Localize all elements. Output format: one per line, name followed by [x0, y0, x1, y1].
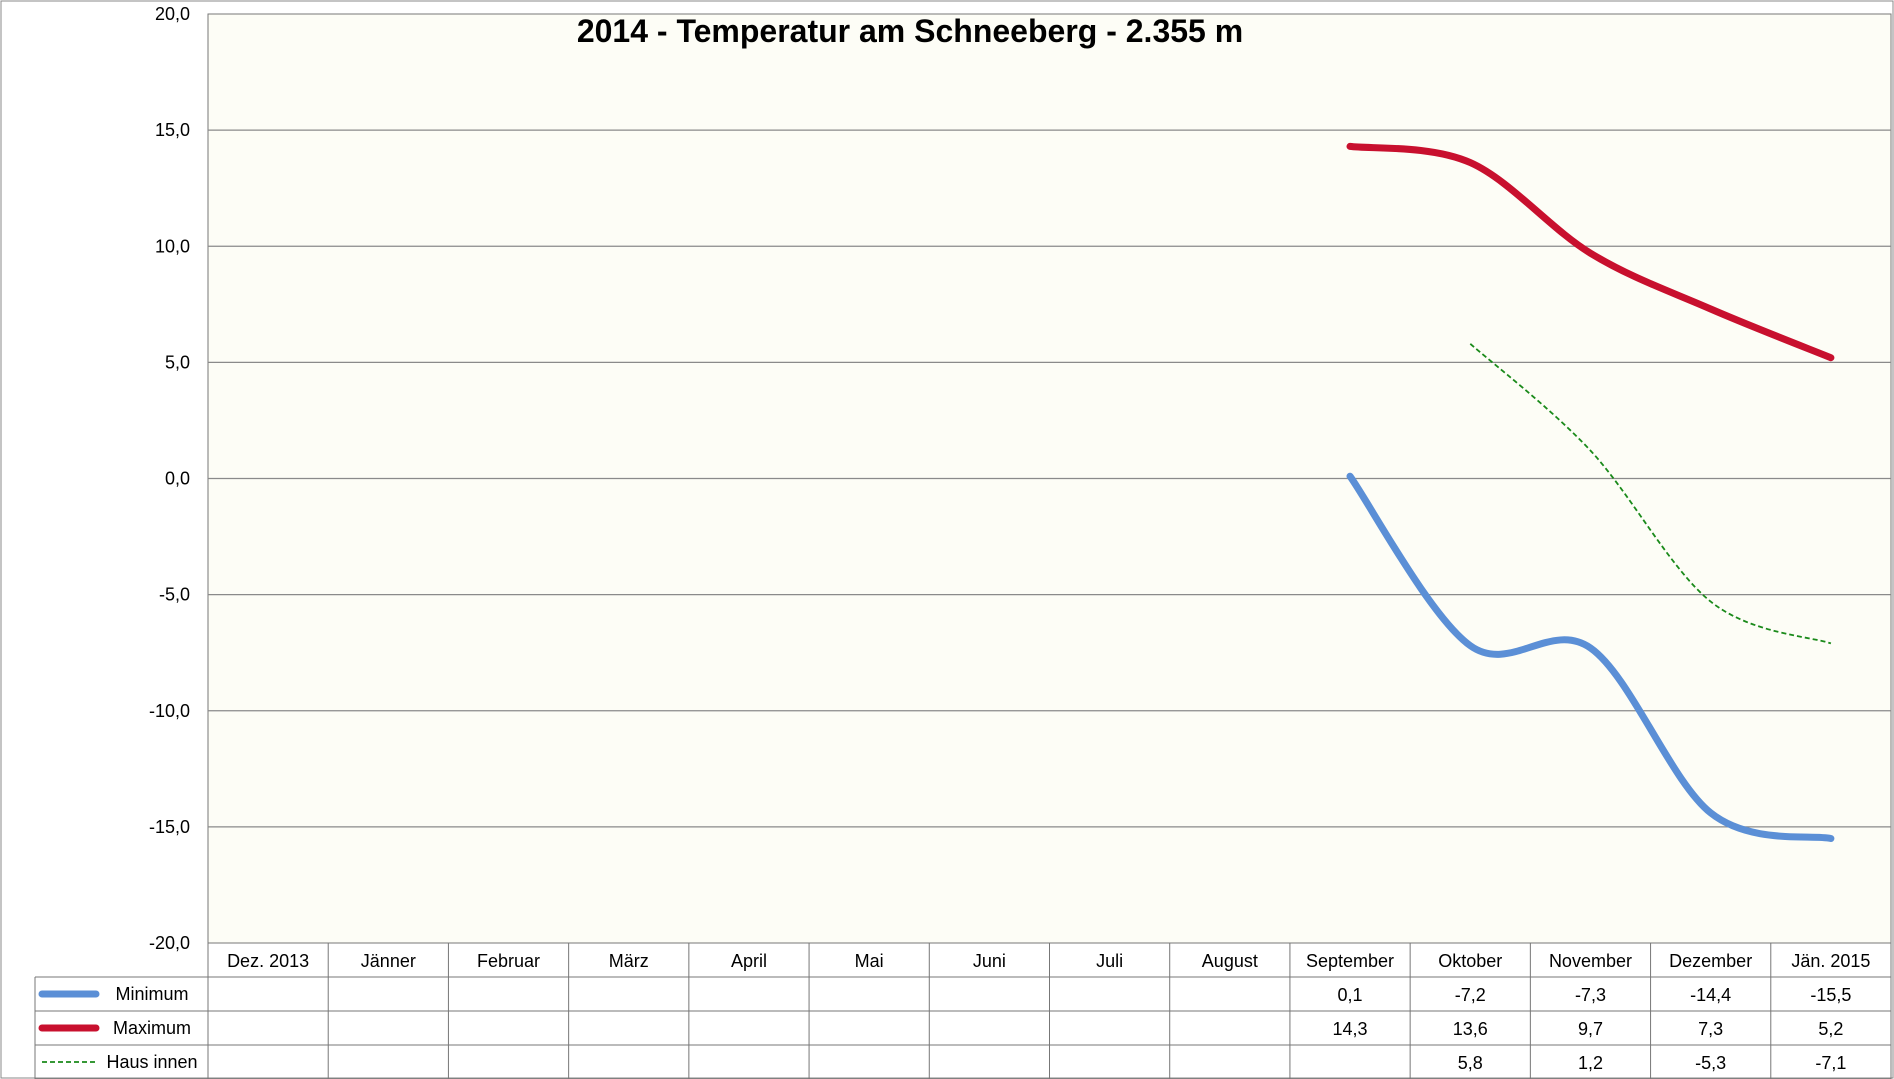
y-tick-label: -10,0: [149, 701, 190, 721]
series-line-haus-innen: [1469, 343, 1832, 645]
x-tick-label: Mai: [855, 951, 884, 971]
series-line-minimum: [1346, 472, 1835, 842]
table-cell-value: -14,4: [1690, 985, 1731, 1005]
table-cell-value: 1,2: [1578, 1053, 1603, 1073]
gridlines: [208, 129, 1891, 828]
y-tick-label: 10,0: [155, 236, 190, 256]
x-tick-label: Juni: [973, 951, 1006, 971]
y-tick-label: -5,0: [159, 585, 190, 605]
x-tick-label: Juli: [1096, 951, 1123, 971]
table-cell-value: 13,6: [1453, 1019, 1488, 1039]
x-tick-label: Jänner: [361, 951, 416, 971]
x-tick-label: Dez. 2013: [227, 951, 309, 971]
x-tick-label: Dezember: [1669, 951, 1752, 971]
x-tick-label: November: [1549, 951, 1632, 971]
x-tick-label: Jän. 2015: [1791, 951, 1870, 971]
legend-label: Haus innen: [106, 1052, 197, 1072]
x-tick-label: August: [1202, 951, 1258, 971]
y-tick-label: 0,0: [165, 469, 190, 489]
table-cell-value: 5,8: [1458, 1053, 1483, 1073]
y-tick-label: 20,0: [155, 4, 190, 24]
y-axis-tick-labels: 20,0 15,0 10,0 5,0 0,0 -5,0 -10,0 -15,0 -20,0: [149, 4, 190, 953]
table-cell-value: -7,1: [1815, 1053, 1846, 1073]
legend-label: Maximum: [113, 1018, 191, 1038]
x-tick-label: März: [609, 951, 649, 971]
y-tick-label: -15,0: [149, 817, 190, 837]
table-cell-value: -5,3: [1695, 1053, 1726, 1073]
series-lines: [1346, 142, 1835, 842]
table-cell-value: -15,5: [1810, 985, 1851, 1005]
x-tick-label: Oktober: [1438, 951, 1502, 971]
table-cell-value: 14,3: [1333, 1019, 1368, 1039]
table-cell-value: 9,7: [1578, 1019, 1603, 1039]
table-cell-value: -7,3: [1575, 985, 1606, 1005]
table-cell-value: -7,2: [1455, 985, 1486, 1005]
y-tick-label: 15,0: [155, 120, 190, 140]
chart-title: 2014 - Temperatur am Schneeberg - 2.355 …: [577, 13, 1243, 49]
x-tick-label: April: [731, 951, 767, 971]
table-cell-value: 7,3: [1698, 1019, 1723, 1039]
series-line-maximum: [1346, 142, 1835, 362]
y-tick-label: -20,0: [149, 933, 190, 953]
legend-label: Minimum: [115, 984, 188, 1004]
x-tick-label: Februar: [477, 951, 540, 971]
data-table: Dez. 2013 Jänner Februar März April Mai Juni Ju…: [34, 943, 1892, 1079]
x-tick-label: September: [1306, 951, 1394, 971]
table-cell-value: 0,1: [1338, 985, 1363, 1005]
table-cell-value: 5,2: [1818, 1019, 1843, 1039]
y-tick-label: 5,0: [165, 352, 190, 372]
